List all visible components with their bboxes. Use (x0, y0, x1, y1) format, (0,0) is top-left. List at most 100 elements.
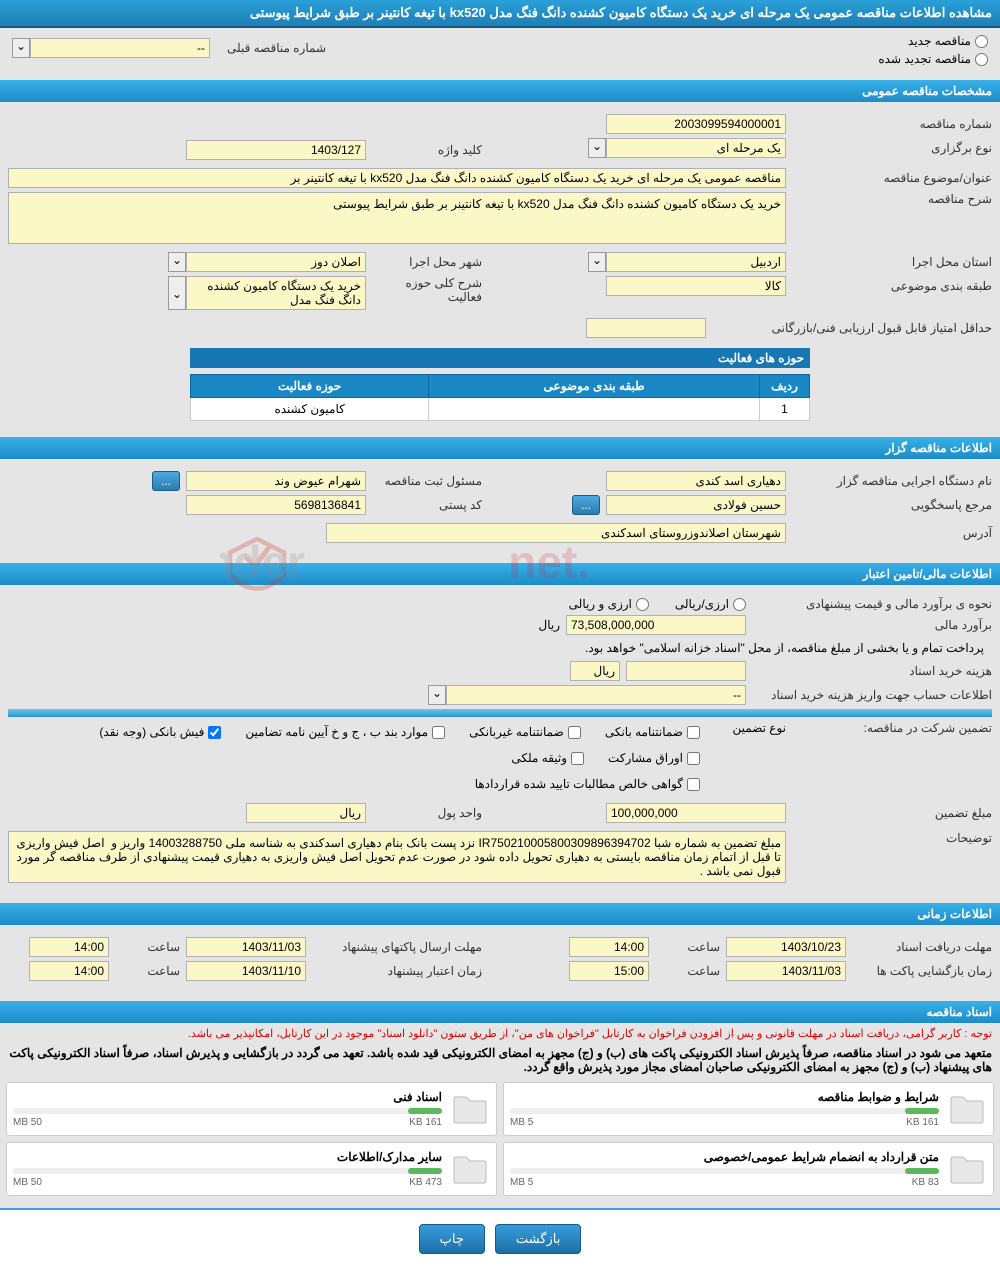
doc-card[interactable]: اسناد فنی161 KB50 MB (6, 1082, 497, 1136)
table-row: 1کامیون کشنده (191, 398, 810, 421)
pay-note: پرداخت تمام و یا بخشی از مبلغ مناقصه، از… (8, 639, 992, 657)
time-label: ساعت (115, 964, 180, 978)
account-select[interactable]: -- (446, 685, 746, 705)
section-time: اطلاعات زمانی (0, 903, 1000, 925)
doc-card[interactable]: متن قرارداد به انضمام شرایط عمومی/خصوصی8… (503, 1142, 994, 1196)
resp-label: مرجع پاسخگویی (792, 498, 992, 512)
col-row: ردیف (760, 375, 810, 398)
amount-label: مبلغ تضمین (792, 806, 992, 820)
post-label: کد پستی (372, 498, 482, 512)
title-field: مناقصه عمومی یک مرحله ای خرید یک دستگاه … (8, 168, 786, 188)
chevron-down-icon[interactable]: ⌄ (588, 252, 606, 272)
open-time: 15:00 (569, 961, 649, 981)
docs-note2: متعهد می شود در اسناد مناقصه، صرفاً پذیر… (0, 1044, 1000, 1076)
doc-max: 50 MB (13, 1177, 42, 1188)
scope-select[interactable]: خرید یک دستگاه کامیون کشنده دانگ فنگ مدل (186, 276, 366, 310)
city-select[interactable]: اصلان دوز (186, 252, 366, 272)
tender-no-label: شماره مناقصه (792, 117, 992, 131)
key-field: 1403/127 (186, 140, 366, 160)
reg-more-button[interactable]: ... (152, 471, 180, 491)
section-finance: اطلاعات مالی/تامین اعتبار (0, 563, 1000, 585)
doc-size: 161 KB (409, 1117, 442, 1128)
notes-textarea[interactable] (8, 831, 786, 883)
province-select[interactable]: اردبیل (606, 252, 786, 272)
send-date: 1403/11/03 (186, 937, 306, 957)
doc-title: متن قرارداد به انضمام شرایط عمومی/خصوصی (510, 1150, 939, 1164)
doc-card[interactable]: سایر مدارک/اطلاعات 473 KB 50 MB (6, 1142, 497, 1196)
radio-new[interactable] (975, 35, 988, 48)
chk-bank[interactable] (687, 726, 700, 739)
page-title: مشاهده اطلاعات مناقصه عمومی یک مرحله ای … (0, 0, 1000, 28)
prev-tender-label: شماره مناقصه قبلی (216, 41, 326, 55)
folder-icon (450, 1089, 490, 1129)
open-label: زمان بازگشایی پاکت ها (852, 964, 992, 978)
province-label: استان محل اجرا (792, 255, 992, 269)
cat-field: کالا (606, 276, 786, 296)
doc-title: شرایط و ضوابط مناقصه (510, 1090, 939, 1104)
city-label: شهر محل اجرا (372, 255, 482, 269)
radio-method2[interactable] (636, 598, 649, 611)
chk-regs[interactable] (432, 726, 445, 739)
chevron-down-icon[interactable]: ⌄ (168, 252, 186, 272)
recv-date: 1403/10/23 (726, 937, 846, 957)
doc-size: 473 KB (409, 1177, 442, 1188)
est-unit: ریال (538, 618, 560, 632)
chevron-down-icon[interactable]: ⌄ (588, 138, 606, 158)
folder-icon (450, 1149, 490, 1189)
guarantee-label: تضمین شرکت در مناقصه: (792, 721, 992, 735)
send-time: 14:00 (29, 937, 109, 957)
print-button[interactable]: چاپ (419, 1224, 485, 1254)
exec-field: دهیاری اسد کندی (606, 471, 786, 491)
est-field: 73,508,000,000 (566, 615, 746, 635)
desc-textarea[interactable] (8, 192, 786, 244)
doc-max: 5 MB (510, 1117, 533, 1128)
reg-label: مسئول ثبت مناقصه (372, 474, 482, 488)
chk-cert[interactable] (687, 778, 700, 791)
chevron-down-icon[interactable]: ⌄ (168, 276, 186, 310)
minscore-label: حداقل امتیاز قابل قبول ارزیابی فنی/بازرگ… (712, 321, 992, 335)
time-label: ساعت (655, 964, 720, 978)
amount-unit-field: ریال (246, 803, 366, 823)
doc-title: سایر مدارک/اطلاعات (13, 1150, 442, 1164)
post-field: 5698136841 (186, 495, 366, 515)
folder-icon (947, 1089, 987, 1129)
recv-time: 14:00 (569, 937, 649, 957)
col-cat: طبقه بندی موضوعی (429, 375, 760, 398)
time-label: ساعت (115, 940, 180, 954)
guarantee-type-label: نوع تضمین (706, 721, 786, 735)
resp-more-button[interactable]: ... (572, 495, 600, 515)
time-label: ساعت (655, 940, 720, 954)
amount-unit-label: واحد پول (372, 806, 482, 820)
chk-bonds[interactable] (687, 752, 700, 765)
folder-icon (947, 1149, 987, 1189)
col-act: حوزه فعالیت (191, 375, 429, 398)
scope-label: شرح کلی حوزه فعالیت (372, 276, 482, 304)
type-select[interactable]: یک مرحله ای (606, 138, 786, 158)
chevron-down-icon[interactable]: ⌄ (428, 685, 446, 705)
reg-field: شهرام عیوض وند (186, 471, 366, 491)
chk-nonbank[interactable] (568, 726, 581, 739)
chevron-down-icon[interactable]: ⌄ (12, 38, 30, 58)
key-label: کلید واژه (372, 143, 482, 157)
doc-title: اسناد فنی (13, 1090, 442, 1104)
chk-cash[interactable] (208, 726, 221, 739)
buycost-unit: ریال (570, 661, 620, 681)
docs-note1: توجه : کاربر گرامی، دریافت اسناد در مهلت… (0, 1023, 1000, 1044)
tender-no-field: 2003099594000001 (606, 114, 786, 134)
back-button[interactable]: بازگشت (495, 1224, 581, 1254)
addr-field: شهرستان اصلاندوزروستای اسدکندی (326, 523, 786, 543)
method-label: نحوه ی برآورد مالی و قیمت پیشنهادی (752, 597, 992, 611)
resp-field: حسین فولادی (606, 495, 786, 515)
radio-renewed[interactable] (975, 53, 988, 66)
recv-label: مهلت دریافت اسناد (852, 940, 992, 954)
type-label: نوع برگزاری (792, 141, 992, 155)
doc-max: 5 MB (510, 1177, 533, 1188)
exec-label: نام دستگاه اجرایی مناقصه گزار (792, 474, 992, 488)
radio-method1[interactable] (733, 598, 746, 611)
chk-prop[interactable] (571, 752, 584, 765)
valid-date: 1403/11/10 (186, 961, 306, 981)
doc-card[interactable]: شرایط و ضوابط مناقصه161 KB5 MB (503, 1082, 994, 1136)
prev-tender-select[interactable]: -- (30, 38, 210, 58)
notes-label: توضیحات (792, 831, 992, 845)
activity-header: حوزه های فعالیت (190, 348, 810, 368)
